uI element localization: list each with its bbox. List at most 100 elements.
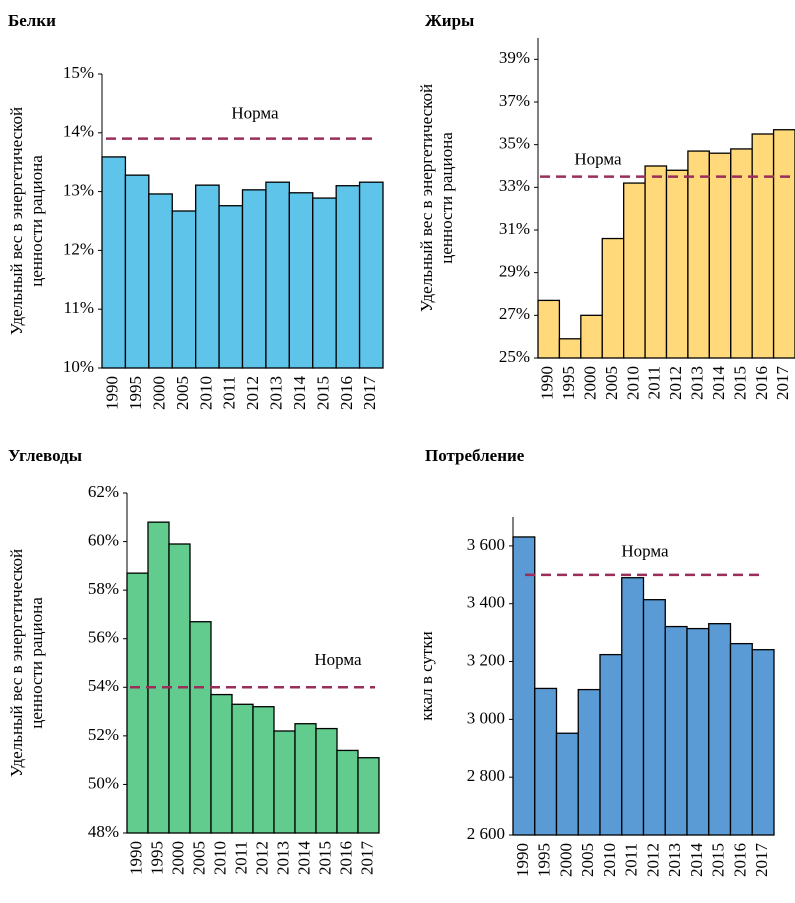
- x-tick-label: 2015: [315, 841, 334, 875]
- y-tick-label: 15%: [63, 63, 94, 82]
- bar: [642, 599, 666, 836]
- bar: [315, 727, 338, 834]
- y-tick-label: 14%: [63, 122, 94, 141]
- x-tick-label: 2016: [336, 841, 355, 875]
- bar: [577, 688, 601, 836]
- bar: [189, 621, 212, 834]
- x-tick-label: 2012: [666, 366, 685, 400]
- bar: [621, 577, 645, 836]
- bar: [265, 181, 290, 369]
- bar: [512, 536, 536, 836]
- x-tick-label: 1990: [513, 843, 532, 877]
- bar: [124, 174, 150, 369]
- y-axis-label: Удельный вес в энергетической: [7, 107, 26, 335]
- x-tick-label: 2017: [773, 366, 792, 401]
- bar: [772, 129, 795, 359]
- y-axis-label: ккал в сутки: [417, 631, 436, 721]
- bar: [708, 152, 732, 359]
- y-tick-label: 50%: [88, 773, 119, 792]
- norm-label: Норма: [574, 150, 622, 169]
- x-tick-label: 2005: [602, 366, 621, 400]
- y-axis-label: Удельный вес в энергетической: [417, 84, 436, 312]
- bar: [751, 649, 775, 836]
- x-tick-label: 2014: [709, 366, 728, 401]
- x-tick-label: 1995: [126, 376, 145, 410]
- x-tick-label: 2005: [173, 376, 192, 410]
- x-tick-label: 1995: [535, 843, 554, 877]
- x-tick-label: 2000: [149, 376, 168, 410]
- y-tick-label: 29%: [499, 262, 530, 281]
- y-tick-label: 35%: [499, 134, 530, 153]
- y-tick-label: 13%: [63, 181, 94, 200]
- bar: [555, 732, 579, 836]
- y-tick-label: 25%: [499, 347, 530, 366]
- bar: [210, 693, 233, 834]
- x-tick-label: 2013: [665, 843, 684, 877]
- bar: [357, 757, 380, 834]
- y-tick-label: 37%: [499, 91, 530, 110]
- norm-label: Норма: [314, 650, 362, 669]
- x-tick-label: 2016: [337, 376, 356, 410]
- x-tick-label: 1995: [147, 841, 166, 875]
- x-tick-label: 2005: [189, 841, 208, 875]
- bar: [687, 150, 710, 359]
- x-tick-label: 2011: [231, 841, 250, 874]
- y-tick-label: 56%: [88, 628, 119, 647]
- bar: [730, 148, 753, 359]
- chart-title: Потребление: [425, 446, 525, 465]
- y-tick-label: 33%: [499, 176, 530, 195]
- x-tick-label: 2017: [360, 376, 379, 411]
- bar: [147, 521, 170, 834]
- bar: [623, 182, 646, 359]
- bar: [252, 706, 275, 834]
- norm-label: Норма: [621, 542, 669, 561]
- bar: [101, 156, 127, 369]
- bar: [231, 703, 254, 834]
- x-tick-label: 2016: [730, 843, 749, 877]
- bar: [241, 189, 267, 369]
- y-tick-label: 3 000: [467, 708, 505, 727]
- y-tick-label: 3 600: [467, 535, 505, 554]
- bar: [195, 184, 220, 369]
- y-tick-label: 31%: [499, 219, 530, 238]
- bar: [729, 642, 753, 836]
- y-tick-label: 10%: [63, 357, 94, 376]
- norm-label: Норма: [231, 104, 279, 123]
- x-tick-label: 2014: [290, 376, 309, 411]
- bar: [294, 723, 317, 834]
- bar: [358, 181, 384, 369]
- x-tick-label: 2012: [252, 841, 271, 875]
- y-axis-label: ценности рациона: [437, 132, 456, 264]
- x-tick-label: 2017: [357, 841, 376, 876]
- y-tick-label: 11%: [63, 298, 94, 317]
- x-tick-label: 2013: [267, 376, 286, 410]
- bar: [558, 338, 582, 359]
- x-tick-label: 2014: [294, 841, 313, 876]
- y-tick-label: 54%: [88, 676, 119, 695]
- x-tick-label: 2011: [220, 376, 239, 409]
- x-tick-label: 1990: [103, 376, 122, 410]
- bar: [644, 165, 668, 359]
- y-axis-label: ценности рациона: [27, 155, 46, 287]
- x-tick-label: 2000: [580, 366, 599, 400]
- chart-title: Углеводы: [8, 446, 82, 465]
- x-tick-label: 2011: [622, 843, 641, 876]
- x-tick-label: 2005: [578, 843, 597, 877]
- x-tick-label: 1995: [559, 366, 578, 400]
- bar: [312, 197, 337, 369]
- bar: [665, 169, 689, 359]
- bar: [336, 749, 359, 834]
- y-axis-label: Удельный вес в энергетической: [7, 549, 26, 777]
- bar: [288, 192, 314, 369]
- x-tick-label: 1990: [538, 366, 557, 400]
- bar: [171, 210, 197, 369]
- y-tick-label: 39%: [499, 48, 530, 67]
- chart-title: Белки: [8, 11, 56, 30]
- chart-title: Жиры: [425, 11, 474, 30]
- y-tick-label: 58%: [88, 579, 119, 598]
- bar: [599, 653, 623, 836]
- x-tick-label: 2010: [210, 841, 229, 875]
- x-tick-label: 2016: [752, 366, 771, 400]
- x-tick-label: 1990: [126, 841, 145, 875]
